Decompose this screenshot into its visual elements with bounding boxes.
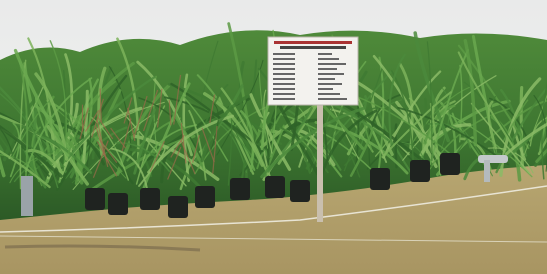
sign-line [273, 68, 295, 70]
sign-line [318, 83, 342, 85]
sign-line [318, 78, 335, 80]
polybag [410, 160, 430, 182]
polybag [370, 168, 390, 190]
sign-line [273, 83, 295, 85]
sign-line [273, 78, 295, 80]
polybag [230, 178, 250, 200]
pipe [21, 176, 33, 216]
sign-line [273, 98, 295, 100]
sign-line [318, 63, 346, 65]
sign-line [318, 68, 337, 70]
sign-line [318, 58, 339, 60]
sign-line [318, 98, 347, 100]
polybag [85, 188, 105, 210]
polybag [265, 176, 285, 198]
sign-line [273, 88, 295, 90]
sign-header [280, 46, 346, 49]
sign-line [273, 93, 295, 95]
polybag [140, 188, 160, 210]
sign-line [318, 93, 340, 95]
polybag [195, 186, 215, 208]
sign-post [317, 100, 323, 222]
pipe [478, 155, 508, 163]
sign-line [273, 58, 295, 60]
polybag [108, 193, 128, 215]
sign-line [273, 63, 295, 65]
pipe [484, 160, 490, 182]
sign-line [318, 53, 332, 55]
sign-line [273, 53, 295, 55]
polybag [290, 180, 310, 202]
photo [0, 0, 547, 274]
sign-line [318, 73, 344, 75]
polybag [440, 153, 460, 175]
sign-line [273, 73, 295, 75]
page: (() => { const data = JSON.parse(documen… [0, 0, 547, 274]
sign-header [274, 41, 352, 44]
polybag [168, 196, 188, 218]
sign-line [318, 88, 333, 90]
